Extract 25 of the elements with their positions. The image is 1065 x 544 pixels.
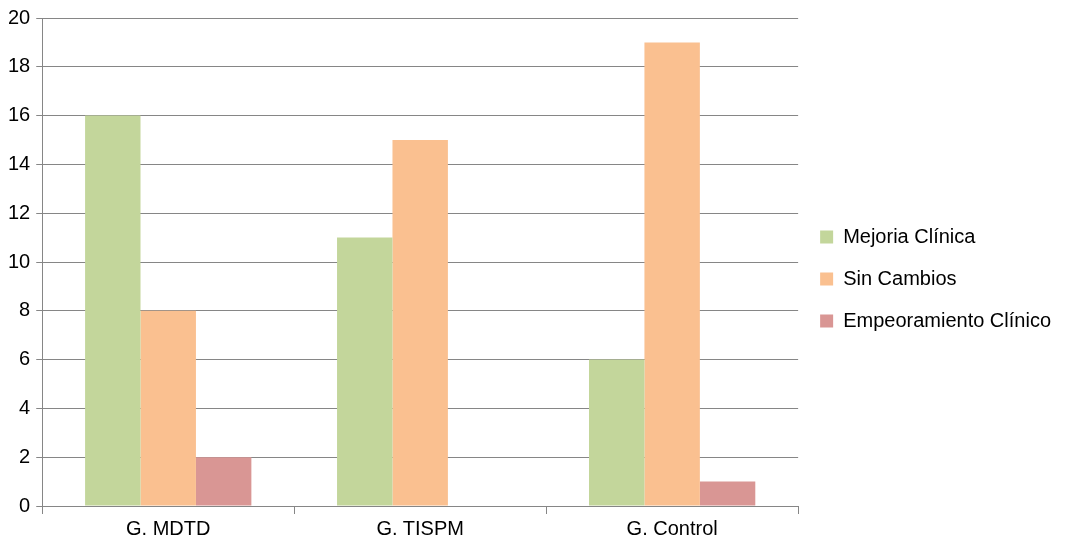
x-tick-label: G. MDTD	[126, 516, 211, 539]
bar	[392, 140, 448, 506]
legend-label: Sin Cambios	[843, 266, 957, 289]
y-tick-label: 18	[8, 54, 31, 77]
bar	[85, 115, 141, 506]
x-tick-label: G. Control	[626, 516, 718, 539]
y-tick-label: 4	[19, 395, 31, 418]
bar	[337, 237, 393, 506]
y-tick-label: 8	[19, 298, 31, 321]
bar	[644, 42, 700, 506]
y-tick-label: 10	[8, 249, 31, 272]
y-tick-label: 20	[8, 5, 31, 28]
y-tick-label: 2	[19, 444, 31, 467]
bar	[699, 481, 756, 506]
x-tick-label: G. TISPM	[376, 516, 464, 539]
y-tick-label: 16	[8, 103, 31, 126]
y-tick-label: 12	[8, 200, 31, 223]
bar	[195, 457, 252, 506]
legend-label: Mejoria Clínica	[843, 224, 977, 247]
bar	[140, 310, 196, 506]
bar	[589, 359, 645, 506]
y-tick-label: 14	[8, 151, 31, 174]
y-tick-label: 6	[19, 347, 31, 370]
legend-label: Empeoramiento Clínico	[843, 308, 1051, 331]
y-tick-label: 0	[19, 493, 31, 516]
